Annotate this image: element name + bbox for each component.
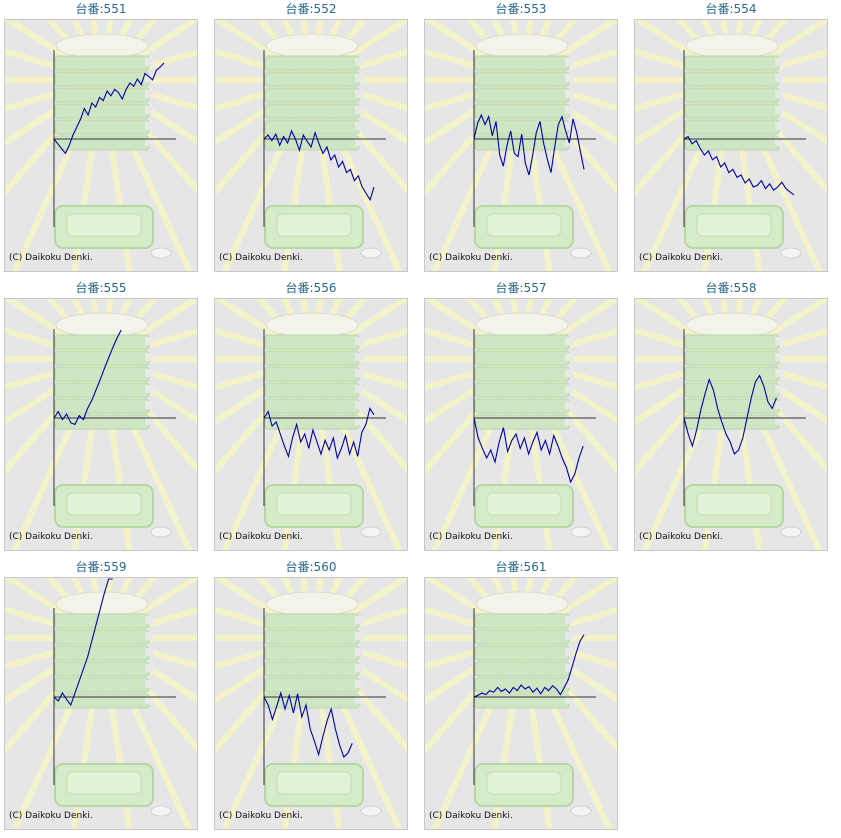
background-tray [474, 763, 592, 817]
background-tower [54, 33, 153, 151]
machine-number-title[interactable]: 台番:551 [75, 2, 127, 16]
slump-graph [425, 20, 617, 271]
background-tower [474, 33, 573, 151]
background-tower [54, 312, 153, 430]
graph-panel: (C) Daikoku Denki. [634, 298, 828, 551]
graph-cell[interactable]: 台番:561 (C) Daikoku Denki. [424, 558, 618, 830]
slump-graph [635, 20, 827, 271]
slump-graph [425, 299, 617, 550]
background-tower [264, 312, 363, 430]
copyright-text: (C) Daikoku Denki. [429, 253, 513, 263]
background-tray [54, 484, 172, 538]
slump-line [473, 113, 585, 176]
copyright-text: (C) Daikoku Denki. [9, 811, 93, 821]
graph-cell[interactable]: 台番:551 (C) Daikoku Denki. [4, 0, 198, 272]
graph-cell[interactable]: 台番:560 (C) Daikoku Denki. [214, 558, 408, 830]
background-tower [54, 591, 153, 709]
slump-line [473, 634, 585, 698]
slump-line [683, 374, 777, 455]
slump-line [263, 690, 353, 758]
graph-cell[interactable]: 台番:554 (C) Daikoku Denki. [634, 0, 828, 272]
slump-line [263, 129, 375, 202]
background-tower [474, 312, 573, 430]
slump-line [683, 135, 795, 196]
graph-cell[interactable]: 台番:559 (C) Daikoku Denki. [4, 558, 198, 830]
background-tray [54, 205, 172, 259]
slump-graph [635, 299, 827, 550]
background-tray [474, 484, 592, 538]
background-tray [684, 205, 802, 259]
copyright-text: (C) Daikoku Denki. [639, 532, 723, 542]
graph-panel: (C) Daikoku Denki. [214, 19, 408, 272]
background-tray [264, 484, 382, 538]
graph-cell[interactable]: 台番:558 (C) Daikoku Denki. [634, 279, 828, 551]
graph-cell[interactable]: 台番:556 (C) Daikoku Denki. [214, 279, 408, 551]
machine-number-title[interactable]: 台番:554 [705, 2, 757, 16]
background-tower [684, 312, 783, 430]
copyright-text: (C) Daikoku Denki. [429, 811, 513, 821]
background-tower [684, 33, 783, 151]
slump-graph [5, 578, 197, 829]
copyright-text: (C) Daikoku Denki. [639, 253, 723, 263]
slump-line [263, 407, 375, 460]
graph-cell[interactable]: 台番:553 (C) Daikoku Denki. [424, 0, 618, 272]
machine-number-title[interactable]: 台番:558 [705, 281, 757, 295]
machine-number-title[interactable]: 台番:553 [495, 2, 547, 16]
slump-line [53, 578, 113, 707]
background-tray [474, 205, 592, 259]
background-tray [54, 763, 172, 817]
graph-panel: (C) Daikoku Denki. [424, 577, 618, 830]
graph-panel: (C) Daikoku Denki. [424, 298, 618, 551]
graph-cell[interactable]: 台番:557 (C) Daikoku Denki. [424, 279, 618, 551]
graph-cell[interactable]: 台番:552 (C) Daikoku Denki. [214, 0, 408, 272]
machine-number-title[interactable]: 台番:555 [75, 281, 127, 295]
background-tower [264, 33, 363, 151]
machine-number-title[interactable]: 台番:559 [75, 560, 127, 574]
slump-graph [5, 299, 197, 550]
background-tray [264, 205, 382, 259]
copyright-text: (C) Daikoku Denki. [219, 253, 303, 263]
slump-line [473, 417, 584, 484]
slump-graph [215, 578, 407, 829]
graph-cell[interactable]: 台番:555 (C) Daikoku Denki. [4, 279, 198, 551]
machine-number-title[interactable]: 台番:560 [285, 560, 337, 574]
graph-panel: (C) Daikoku Denki. [424, 19, 618, 272]
background-tray [264, 763, 382, 817]
slump-graph [425, 578, 617, 829]
slump-graph [5, 20, 197, 271]
slump-line [53, 62, 165, 155]
machine-number-title[interactable]: 台番:556 [285, 281, 337, 295]
graph-panel: (C) Daikoku Denki. [214, 577, 408, 830]
slump-graph [215, 299, 407, 550]
graph-panel: (C) Daikoku Denki. [4, 577, 198, 830]
machine-number-title[interactable]: 台番:561 [495, 560, 547, 574]
graph-panel: (C) Daikoku Denki. [4, 19, 198, 272]
copyright-text: (C) Daikoku Denki. [219, 532, 303, 542]
machine-number-title[interactable]: 台番:552 [285, 2, 337, 16]
slump-line [53, 329, 122, 426]
copyright-text: (C) Daikoku Denki. [9, 532, 93, 542]
background-tower [264, 591, 363, 709]
copyright-text: (C) Daikoku Denki. [9, 253, 93, 263]
background-tray [684, 484, 802, 538]
graph-panel: (C) Daikoku Denki. [634, 19, 828, 272]
machine-number-title[interactable]: 台番:557 [495, 281, 547, 295]
graph-panel: (C) Daikoku Denki. [4, 298, 198, 551]
graph-panel: (C) Daikoku Denki. [214, 298, 408, 551]
copyright-text: (C) Daikoku Denki. [429, 532, 513, 542]
copyright-text: (C) Daikoku Denki. [219, 811, 303, 821]
slump-graph [215, 20, 407, 271]
